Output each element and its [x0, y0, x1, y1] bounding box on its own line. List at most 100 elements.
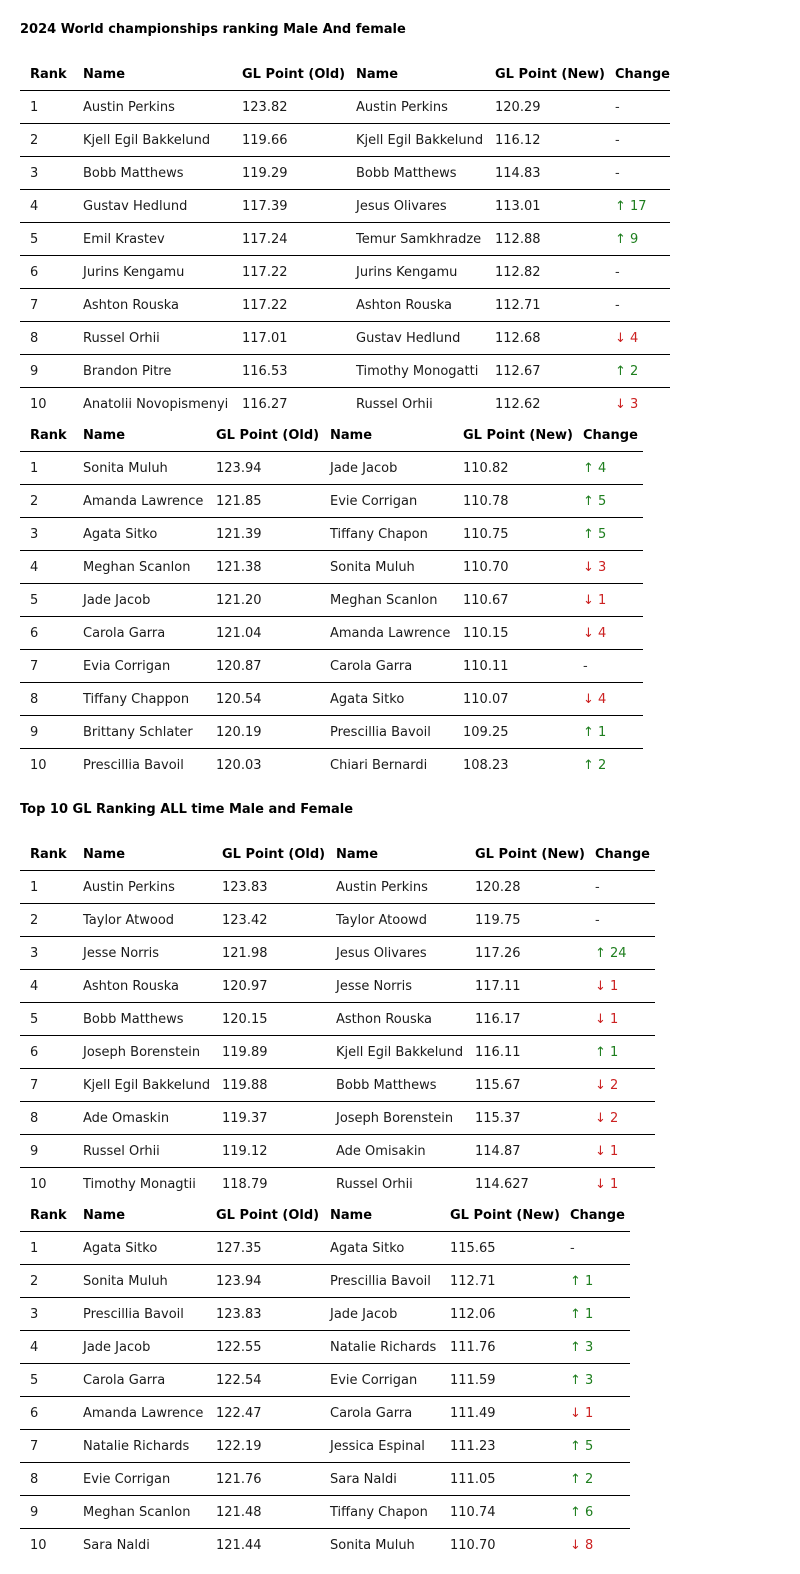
- cell-gl-old: 121.20: [206, 583, 320, 617]
- cell-gl-new: 111.23: [440, 1429, 560, 1463]
- cell-gl-new: 110.67: [453, 583, 573, 617]
- column-header-gl-new: GL Point (New): [453, 419, 573, 452]
- cell-gl-new: 112.67: [485, 354, 605, 388]
- cell-name-old: Sonita Muluh: [73, 451, 206, 485]
- cell-name-new: Timothy Monogatti: [346, 354, 485, 388]
- table-row: 1 Austin Perkins 123.82 Austin Perkins 120.2…: [20, 90, 670, 124]
- column-header-gl-new: GL Point (New): [440, 1199, 560, 1232]
- cell-rank: 5: [20, 222, 73, 256]
- cell-gl-old: 123.83: [212, 870, 326, 904]
- cell-gl-new: 120.28: [465, 870, 585, 904]
- section-title-worlds: 2024 World championships ranking Male An…: [20, 22, 406, 37]
- cell-gl-old: 119.12: [212, 1134, 326, 1168]
- table-row: 9 Brittany Schlater 120.19 Prescillia Bavoi…: [20, 715, 643, 749]
- cell-name-old: Prescillia Bavoil: [83, 757, 184, 773]
- cell-gl-old: 120.54: [206, 682, 320, 716]
- cell-change: ↑ 1: [585, 1035, 655, 1069]
- cell-gl-old: 127.35: [206, 1231, 320, 1265]
- cell-name-new: Tiffany Chapon: [320, 1495, 440, 1529]
- cell-gl-new: 112.71: [485, 288, 605, 322]
- cell-change: ↓ 1: [585, 1002, 655, 1036]
- cell-name-old: Ashton Rouska: [73, 969, 212, 1003]
- table-row: 10 Anatolii Novopismenyi 116.27 Russel Orhi…: [20, 388, 670, 421]
- cell-change: ↑ 4: [572, 451, 643, 485]
- cell-gl-old: 116.53: [232, 354, 346, 388]
- table-row: 6 Jurins Kengamu 117.22 Jurins Kengamu 112.8…: [20, 255, 670, 289]
- cell-gl-old: 119.29: [232, 156, 346, 190]
- table-row: 10 Prescillia Bavoil 120.03 Chiari Bernardi…: [20, 749, 643, 782]
- table-row: 7 Natalie Richards 122.19 Jessica Espinal 11…: [20, 1429, 630, 1463]
- cell-name-old: Kjell Egil Bakkelund: [73, 1068, 212, 1102]
- cell-gl-new: 110.70: [453, 550, 573, 584]
- cell-name-new: Bobb Matthews: [346, 156, 485, 190]
- column-header-name-old: Name: [73, 58, 232, 91]
- table-row: 3 Jesse Norris 121.98 Jesus Olivares 117.26 ↑…: [20, 936, 655, 970]
- cell-name-new: Kjell Egil Bakkelund: [346, 123, 485, 157]
- cell-gl-old: 121.48: [206, 1495, 320, 1529]
- table-row: 4 Gustav Hedlund 117.39 Jesus Olivares 113.0…: [20, 189, 670, 223]
- cell-gl-new: 110.07: [453, 682, 573, 716]
- table-row: 10 Timothy Monagtii 118.79 Russel Orhii 114.…: [20, 1168, 655, 1201]
- cell-gl-new: 110.82: [453, 451, 573, 485]
- cell-change: -: [605, 255, 670, 289]
- cell-change: ↓ 2: [585, 1068, 655, 1102]
- cell-gl-new: 111.49: [440, 1396, 560, 1430]
- table-row: 10 Sara Naldi 121.44 Sonita Muluh 110.70 ↓ 8: [20, 1529, 630, 1562]
- cell-gl-new: 112.68: [485, 321, 605, 355]
- table-row: 4 Meghan Scanlon 121.38 Sonita Muluh 110.70 ↓…: [20, 550, 643, 584]
- cell-rank: 9: [20, 1134, 73, 1168]
- cell-gl-old: 117.22: [232, 288, 346, 322]
- cell-name-new: Sonita Muluh: [320, 550, 453, 584]
- cell-name-new: Prescillia Bavoil: [320, 1264, 440, 1298]
- cell-change: ↓ 8: [569, 1537, 594, 1553]
- cell-name-old: Austin Perkins: [73, 870, 212, 904]
- cell-gl-old: 122.55: [206, 1330, 320, 1364]
- cell-rank: 4: [20, 189, 73, 223]
- column-header-gl-old: GL Point (Old): [206, 1199, 320, 1232]
- cell-rank: 2: [20, 903, 73, 937]
- cell-rank: 6: [20, 1396, 73, 1430]
- cell-change: ↑ 2: [582, 757, 607, 773]
- cell-name-new: Jesus Olivares: [346, 189, 485, 223]
- table-row: 8 Ade Omaskin 119.37 Joseph Borenstein 115.3…: [20, 1101, 655, 1135]
- cell-rank: 7: [20, 1429, 73, 1463]
- worlds-male-table: Rank Name GL Point (Old) Name GL Point (New)…: [20, 58, 670, 420]
- table-row: 3 Bobb Matthews 119.29 Bobb Matthews 114.83-: [20, 156, 670, 190]
- cell-change: ↓ 4: [572, 682, 643, 716]
- header-row: Rank Name GL Point (Old) Name GL Point (New)…: [20, 1199, 630, 1232]
- cell-name-new: Agata Sitko: [320, 1231, 440, 1265]
- table-row: 9 Brandon Pitre 116.53 Timothy Monogatti 112…: [20, 354, 670, 388]
- cell-name-old: Jurins Kengamu: [73, 255, 232, 289]
- cell-rank: 7: [20, 649, 73, 683]
- cell-gl-old: 123.42: [212, 903, 326, 937]
- cell-change: ↑ 9: [605, 222, 670, 256]
- cell-gl-new: 114.87: [465, 1134, 585, 1168]
- cell-gl-new: 110.78: [453, 484, 573, 518]
- cell-rank: 1: [20, 1231, 73, 1265]
- cell-name-old: Austin Perkins: [73, 90, 232, 124]
- cell-change: ↓ 1: [595, 1176, 619, 1192]
- cell-change: -: [572, 649, 643, 683]
- cell-gl-old: 119.88: [212, 1068, 326, 1102]
- cell-gl-old: 120.87: [206, 649, 320, 683]
- header-row: Rank Name GL Point (Old) Name GL Point (New)…: [20, 58, 670, 91]
- table-row: 5 Jade Jacob 121.20 Meghan Scanlon 110.67 ↓ 1: [20, 583, 643, 617]
- cell-rank: 8: [20, 1462, 73, 1496]
- column-header-name-new: Name: [326, 838, 465, 871]
- cell-name-new: Chiari Bernardi: [330, 757, 428, 773]
- table-row: 1 Sonita Muluh 123.94 Jade Jacob 110.82 ↑ 4: [20, 451, 643, 485]
- cell-rank: 5: [20, 1363, 73, 1397]
- cell-gl-new: 115.65: [440, 1231, 560, 1265]
- table-row: 5 Carola Garra 122.54 Evie Corrigan 111.59 ↑ …: [20, 1363, 630, 1397]
- table-row: 8 Russel Orhii 117.01 Gustav Hedlund 112.68 ↓…: [20, 321, 670, 355]
- cell-name-old: Agata Sitko: [73, 1231, 206, 1265]
- table-row: 5 Bobb Matthews 120.15 Asthon Rouska 116.17 ↓…: [20, 1002, 655, 1036]
- cell-name-new: Ade Omisakin: [326, 1134, 465, 1168]
- table-row: 7 Ashton Rouska 117.22 Ashton Rouska 112.71-: [20, 288, 670, 322]
- cell-rank: 4: [20, 550, 73, 584]
- cell-name-old: Amanda Lawrence: [73, 1396, 206, 1430]
- table-row: 9 Russel Orhii 119.12 Ade Omisakin 114.87 ↓ 1: [20, 1134, 655, 1168]
- cell-change: ↑ 5: [559, 1429, 630, 1463]
- cell-gl-old: 120.03: [216, 757, 262, 773]
- cell-name-old: Anatolii Novopismenyi: [83, 396, 229, 412]
